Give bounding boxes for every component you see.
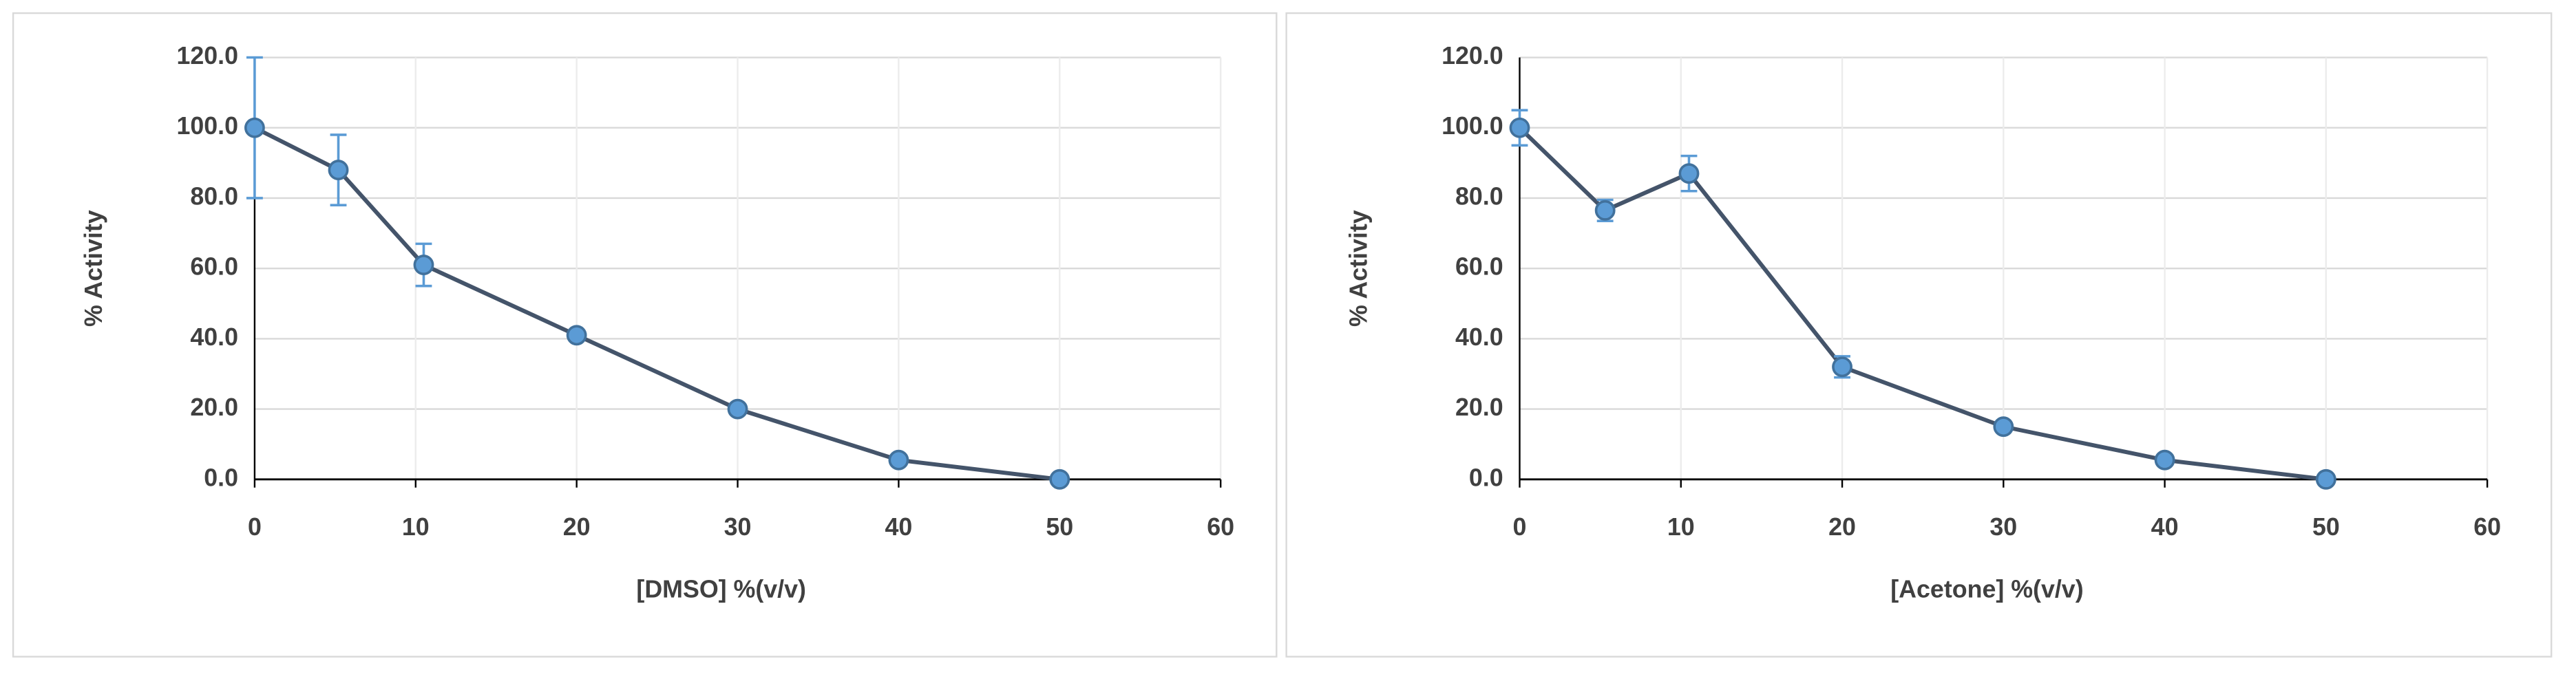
y-tick-label: 0.0 bbox=[204, 464, 238, 491]
marker bbox=[727, 398, 748, 420]
x-tick-label: 40 bbox=[2151, 513, 2179, 541]
x-tick-label: 40 bbox=[885, 513, 912, 541]
x-tick-label: 0 bbox=[248, 513, 262, 541]
x-tick-label: 30 bbox=[724, 513, 752, 541]
marker bbox=[244, 117, 265, 138]
x-axis-title: [Acetone] %(v/v) bbox=[1890, 576, 2083, 603]
y-tick-label: 20.0 bbox=[1455, 394, 1503, 421]
x-tick-label: 20 bbox=[1828, 513, 1856, 541]
marker bbox=[566, 325, 587, 346]
x-tick-label: 20 bbox=[563, 513, 591, 541]
x-tick-label: 50 bbox=[2312, 513, 2340, 541]
marker bbox=[1594, 200, 1616, 221]
panel-frame bbox=[1285, 12, 2553, 658]
y-tick-label: 120.0 bbox=[176, 42, 238, 69]
marker bbox=[1678, 163, 1700, 184]
marker bbox=[328, 160, 349, 180]
y-tick-label: 100.0 bbox=[1442, 112, 1503, 140]
x-tick-label: 30 bbox=[1989, 513, 2017, 541]
y-tick-label: 40.0 bbox=[190, 323, 238, 351]
marker bbox=[888, 449, 909, 471]
x-tick-label: 10 bbox=[402, 513, 430, 541]
y-tick-label: 60.0 bbox=[190, 253, 238, 281]
marker bbox=[2154, 449, 2175, 471]
y-tick-label: 0.0 bbox=[1469, 464, 1503, 491]
marker bbox=[1049, 468, 1070, 490]
marker bbox=[1993, 416, 2014, 438]
marker bbox=[1509, 117, 1530, 138]
y-tick-label: 40.0 bbox=[1455, 323, 1503, 351]
y-tick-label: 120.0 bbox=[1442, 42, 1503, 69]
x-tick-label: 60 bbox=[1207, 513, 1234, 541]
x-tick-label: 50 bbox=[1046, 513, 1073, 541]
marker bbox=[1832, 356, 1852, 378]
y-tick-label: 20.0 bbox=[190, 394, 238, 421]
y-axis-title: % Activity bbox=[1344, 210, 1372, 327]
y-tick-label: 100.0 bbox=[176, 112, 238, 140]
x-tick-label: 0 bbox=[1513, 513, 1527, 541]
y-tick-label: 60.0 bbox=[1455, 253, 1503, 281]
marker bbox=[2315, 468, 2336, 490]
marker bbox=[413, 255, 434, 275]
y-tick-label: 80.0 bbox=[1455, 182, 1503, 210]
y-axis-title: % Activity bbox=[80, 210, 107, 327]
x-tick-label: 10 bbox=[1667, 513, 1695, 541]
y-tick-label: 80.0 bbox=[190, 182, 238, 210]
x-axis-title: [DMSO] %(v/v) bbox=[636, 576, 806, 603]
panel-frame bbox=[12, 12, 1278, 658]
x-tick-label: 60 bbox=[2473, 513, 2501, 541]
